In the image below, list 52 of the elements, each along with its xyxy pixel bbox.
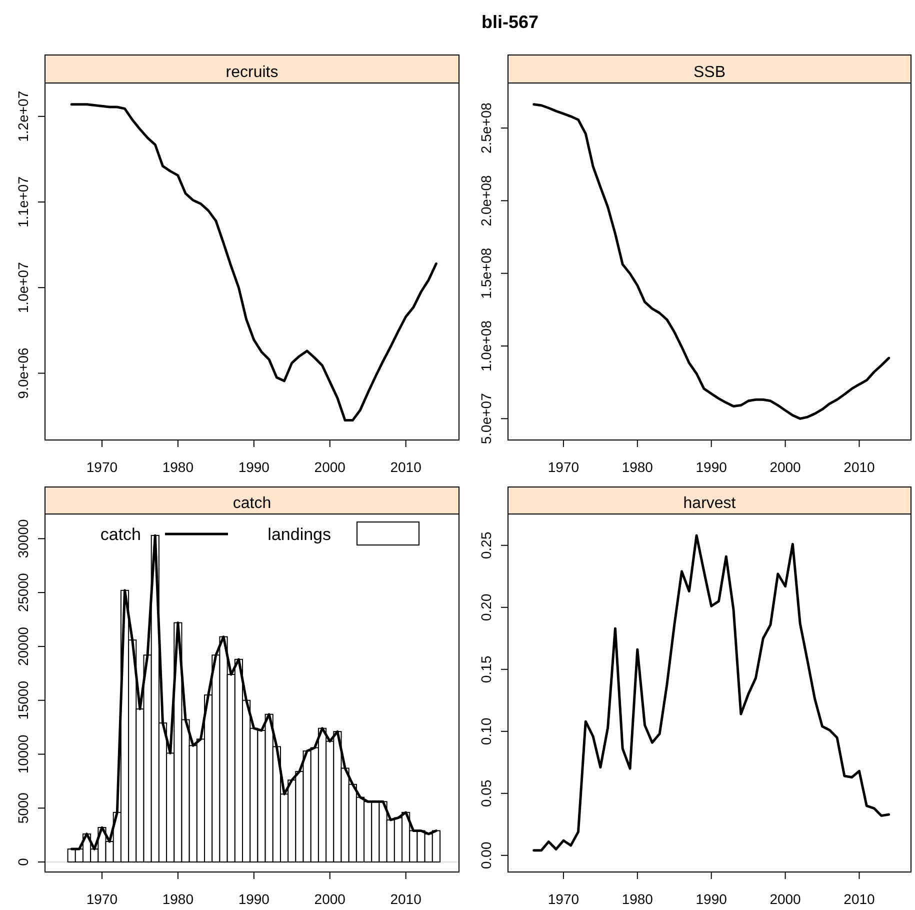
y-tick-label: 0.25: [478, 532, 494, 559]
x-tick-label: 1970: [86, 459, 118, 475]
x-tick-label: 2010: [390, 459, 422, 475]
y-tick-label: 5.0e+07: [478, 392, 494, 444]
x-tick-label: 1990: [696, 891, 728, 907]
x-tick-label: 1980: [622, 459, 654, 475]
y-tick-label: 25000: [15, 572, 31, 612]
y-tick-label: 20000: [15, 626, 31, 666]
x-tick-label: 1970: [548, 459, 580, 475]
y-tick-label: 1.0e+08: [478, 320, 494, 372]
y-tick-label: 1.5e+08: [478, 248, 494, 299]
line-series: [532, 103, 890, 420]
x-tick-label: 2010: [844, 891, 876, 907]
x-tick-label: 1990: [696, 459, 728, 475]
y-tick-label: 0.20: [478, 594, 494, 621]
y-tick-label: 0: [15, 858, 31, 866]
y-tick-label: 1.0e+07: [15, 262, 31, 314]
text: bli-567: [481, 12, 539, 32]
legend-label: catch: [100, 525, 141, 544]
x-tick-label: 1980: [622, 891, 654, 907]
x-tick-label: 1980: [162, 891, 194, 907]
y-tick-label: 2.0e+08: [478, 174, 494, 226]
legend-label: landings: [268, 525, 331, 544]
x-tick-label: 1970: [86, 891, 118, 907]
line-series: [70, 103, 438, 422]
y-tick-label: 1.2e+07: [15, 90, 31, 142]
x-tick-label: 2000: [770, 891, 802, 907]
chart-title: harvest: [683, 495, 736, 512]
x-tick-label: 2000: [770, 459, 802, 475]
y-tick-label: 2.5e+08: [478, 102, 494, 154]
y-tick-label: 5000: [15, 792, 31, 824]
x-tick-label: 1990: [238, 891, 270, 907]
x-tick-label: 2000: [314, 459, 346, 475]
chart-title: catch: [232, 495, 272, 512]
x-tick-label: 2010: [390, 891, 422, 907]
x-tick-label: 1970: [548, 891, 580, 907]
y-tick-label: 0.00: [478, 842, 494, 870]
chart-title: recruits: [226, 64, 278, 81]
line-series: [532, 534, 890, 852]
x-tick-label: 1990: [238, 459, 270, 475]
y-tick-label: 0.10: [478, 718, 494, 746]
x-tick-label: 2000: [314, 891, 346, 907]
y-tick-label: 15000: [15, 680, 31, 720]
x-tick-label: 2010: [844, 459, 876, 475]
y-tick-label: 10000: [15, 734, 31, 774]
y-tick-label: 0.05: [478, 780, 494, 808]
y-tick-label: 1.1e+07: [15, 176, 31, 228]
chart-title: SSB: [693, 64, 726, 81]
x-tick-label: 1980: [162, 459, 194, 475]
y-tick-label: 30000: [15, 519, 31, 558]
y-tick-label: 0.15: [478, 656, 494, 683]
y-tick-label: 9.0e+06: [15, 348, 31, 399]
